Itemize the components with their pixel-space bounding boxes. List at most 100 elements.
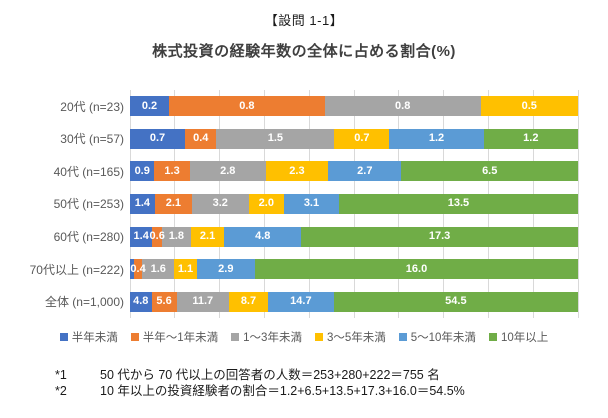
segment-value-label: 2.1 xyxy=(165,197,182,210)
legend-swatch-icon xyxy=(488,333,497,341)
legend-swatch-icon xyxy=(314,333,323,341)
bar-segment: 13.5 xyxy=(338,193,578,214)
bar-segment: 1.6 xyxy=(142,259,175,280)
chart-row: 30代 (n=57) 0.7 0.4 1.5 0.7 1.2 1.2 xyxy=(0,123,608,156)
segment-value-label: 0.2 xyxy=(141,99,158,112)
footnote-line: *1 50 代から 70 代以上の回答者の人数＝253+280+222＝755 名 xyxy=(55,367,465,383)
chart-row: 40代 (n=165) 0.9 1.3 2.8 2.3 2.7 6.5 xyxy=(0,155,608,188)
bar: 1.4 0.6 1.8 2.1 4.8 17.3 xyxy=(130,226,578,247)
legend-swatch-icon xyxy=(398,333,407,341)
legend-item: 3～5年未満 xyxy=(314,329,386,345)
bar: 0.2 0.8 0.8 0.5 xyxy=(130,96,578,117)
bar-segment: 2.1 xyxy=(190,226,225,247)
legend-label: 半年未満 xyxy=(71,332,118,344)
bar-segment: 0.7 xyxy=(334,128,390,149)
chart-row: 20代 (n=23) 0.2 0.8 0.8 0.5 xyxy=(0,90,608,123)
chart-row: 60代 (n=280) 1.4 0.6 1.8 2.1 4.8 17.3 xyxy=(0,220,608,253)
legend-label: 半年～1年未満 xyxy=(142,332,219,344)
legend-label: 5～10年未満 xyxy=(410,332,476,344)
bar-segment xyxy=(130,259,135,280)
segment-value-label: 1.6 xyxy=(150,262,166,275)
chart-rows: 20代 (n=23) 0.2 0.8 0.8 0.5 30代 (n=57) 0.7 0.4 1.… xyxy=(0,90,608,318)
bar-segment: 1.3 xyxy=(154,161,190,182)
bar-segment: 1.1 xyxy=(174,259,197,280)
segment-value-label: 5.6 xyxy=(156,295,172,308)
segment-value-label: 2.7 xyxy=(357,164,373,177)
bar-segment: 1.4 xyxy=(130,193,155,214)
legend-item: 5～10年未満 xyxy=(398,329,476,345)
bar-segment: 0.2 xyxy=(130,96,169,117)
bar-segment: 0.6 xyxy=(149,226,165,247)
legend-swatch-icon xyxy=(231,333,240,341)
bar-segment: 0.4 xyxy=(185,128,217,149)
segment-value-label: 54.5 xyxy=(445,295,467,308)
bar-segment: 54.5 xyxy=(333,291,578,312)
category-label: 50代 (n=253) xyxy=(53,197,124,212)
legend-item: 10年以上 xyxy=(488,329,548,345)
bar-segment: 1.8 xyxy=(161,226,191,247)
segment-value-label: 0.8 xyxy=(239,99,255,112)
segment-value-label: 0.6 xyxy=(149,230,165,243)
survey-question-label: 【設問 1-1】 xyxy=(264,13,344,28)
footnote-text: 10 年以上の投資経験者の割合＝1.2+6.5+13.5+17.3+16.0＝5… xyxy=(100,384,465,398)
legend-item: 半年～1年未満 xyxy=(130,329,219,345)
legend-item: 1～3年未満 xyxy=(231,329,302,345)
segment-value-label: 2.3 xyxy=(289,164,305,177)
segment-value-label: 16.0 xyxy=(405,262,428,275)
bar-segment: 3.2 xyxy=(191,193,249,214)
category-label: 70代以上 (n=222) xyxy=(29,262,124,277)
category-label: 60代 (n=280) xyxy=(53,230,124,245)
bar-segment: 2.1 xyxy=(154,193,192,214)
footnotes: *1 50 代から 70 代以上の回答者の人数＝253+280+222＝755 名… xyxy=(55,367,465,399)
legend-swatch-icon xyxy=(130,333,139,341)
segment-value-label: 1.3 xyxy=(164,164,180,177)
bar-segment: 4.8 xyxy=(130,291,152,312)
segment-value-label: 0.7 xyxy=(354,132,370,145)
bar-segment: 17.3 xyxy=(301,226,578,247)
bar-segment: 8.7 xyxy=(228,291,268,312)
segment-value-label: 4.8 xyxy=(255,230,271,243)
legend-swatch-icon xyxy=(59,333,68,341)
bar-segment: 0.5 xyxy=(480,96,578,117)
segment-value-label: 4.8 xyxy=(133,295,149,308)
segment-value-label: 0.9 xyxy=(134,164,150,177)
bar-segment: 0.9 xyxy=(130,161,155,182)
bar-segment: 1.4 xyxy=(130,226,153,247)
bar: 0.7 0.4 1.5 0.7 1.2 1.2 xyxy=(130,128,578,149)
segment-value-label: 0.8 xyxy=(395,99,411,112)
bar-segment: 6.5 xyxy=(401,161,578,182)
bar-segment: 3.1 xyxy=(284,193,339,214)
category-label: 全体 (n=1,000) xyxy=(44,295,124,310)
segment-value-label: 2.0 xyxy=(258,197,274,210)
segment-value-label: 1.2 xyxy=(523,132,539,145)
segment-value-label: 3.2 xyxy=(212,197,228,210)
bar-segment: 2.3 xyxy=(265,161,329,182)
segment-value-label: 1.5 xyxy=(267,132,284,145)
bar-segment: 1.5 xyxy=(216,128,335,149)
segment-value-label: 0.5 xyxy=(521,99,537,112)
legend-item: 半年未満 xyxy=(59,329,118,345)
legend-label: 3～5年未満 xyxy=(326,332,386,344)
footnote-text: 50 代から 70 代以上の回答者の人数＝253+280+222＝755 名 xyxy=(100,368,440,382)
category-label: 20代 (n=23) xyxy=(60,99,124,114)
footnote-marker: *2 xyxy=(55,384,67,398)
bar-segment: 4.8 xyxy=(224,226,302,247)
segment-value-label: 2.8 xyxy=(220,164,236,177)
segment-value-label: 0.4 xyxy=(130,262,146,275)
segment-value-label: 1.8 xyxy=(168,230,185,243)
bar-segment: 0.8 xyxy=(168,96,325,117)
category-label: 30代 (n=57) xyxy=(60,132,124,147)
bar-segment: 2.9 xyxy=(196,259,256,280)
bar-segment: 11.7 xyxy=(176,291,229,312)
legend-label: 1～3年未満 xyxy=(243,332,302,344)
segment-value-label: 2.1 xyxy=(199,230,216,243)
bar-segment: 1.2 xyxy=(483,128,578,149)
segment-value-label: 3.1 xyxy=(303,197,320,210)
segment-value-label: 0.4 xyxy=(193,132,209,145)
segment-value-label: 1.4 xyxy=(134,197,151,210)
bar-segment: 5.6 xyxy=(151,291,177,312)
bar: 0.4 1.6 1.1 2.9 16.0 xyxy=(130,259,578,280)
bar-segment: 1.2 xyxy=(389,128,484,149)
bar-segment: 16.0 xyxy=(255,259,578,280)
footnote-line: *2 10 年以上の投資経験者の割合＝1.2+6.5+13.5+17.3+16.0… xyxy=(55,383,465,399)
